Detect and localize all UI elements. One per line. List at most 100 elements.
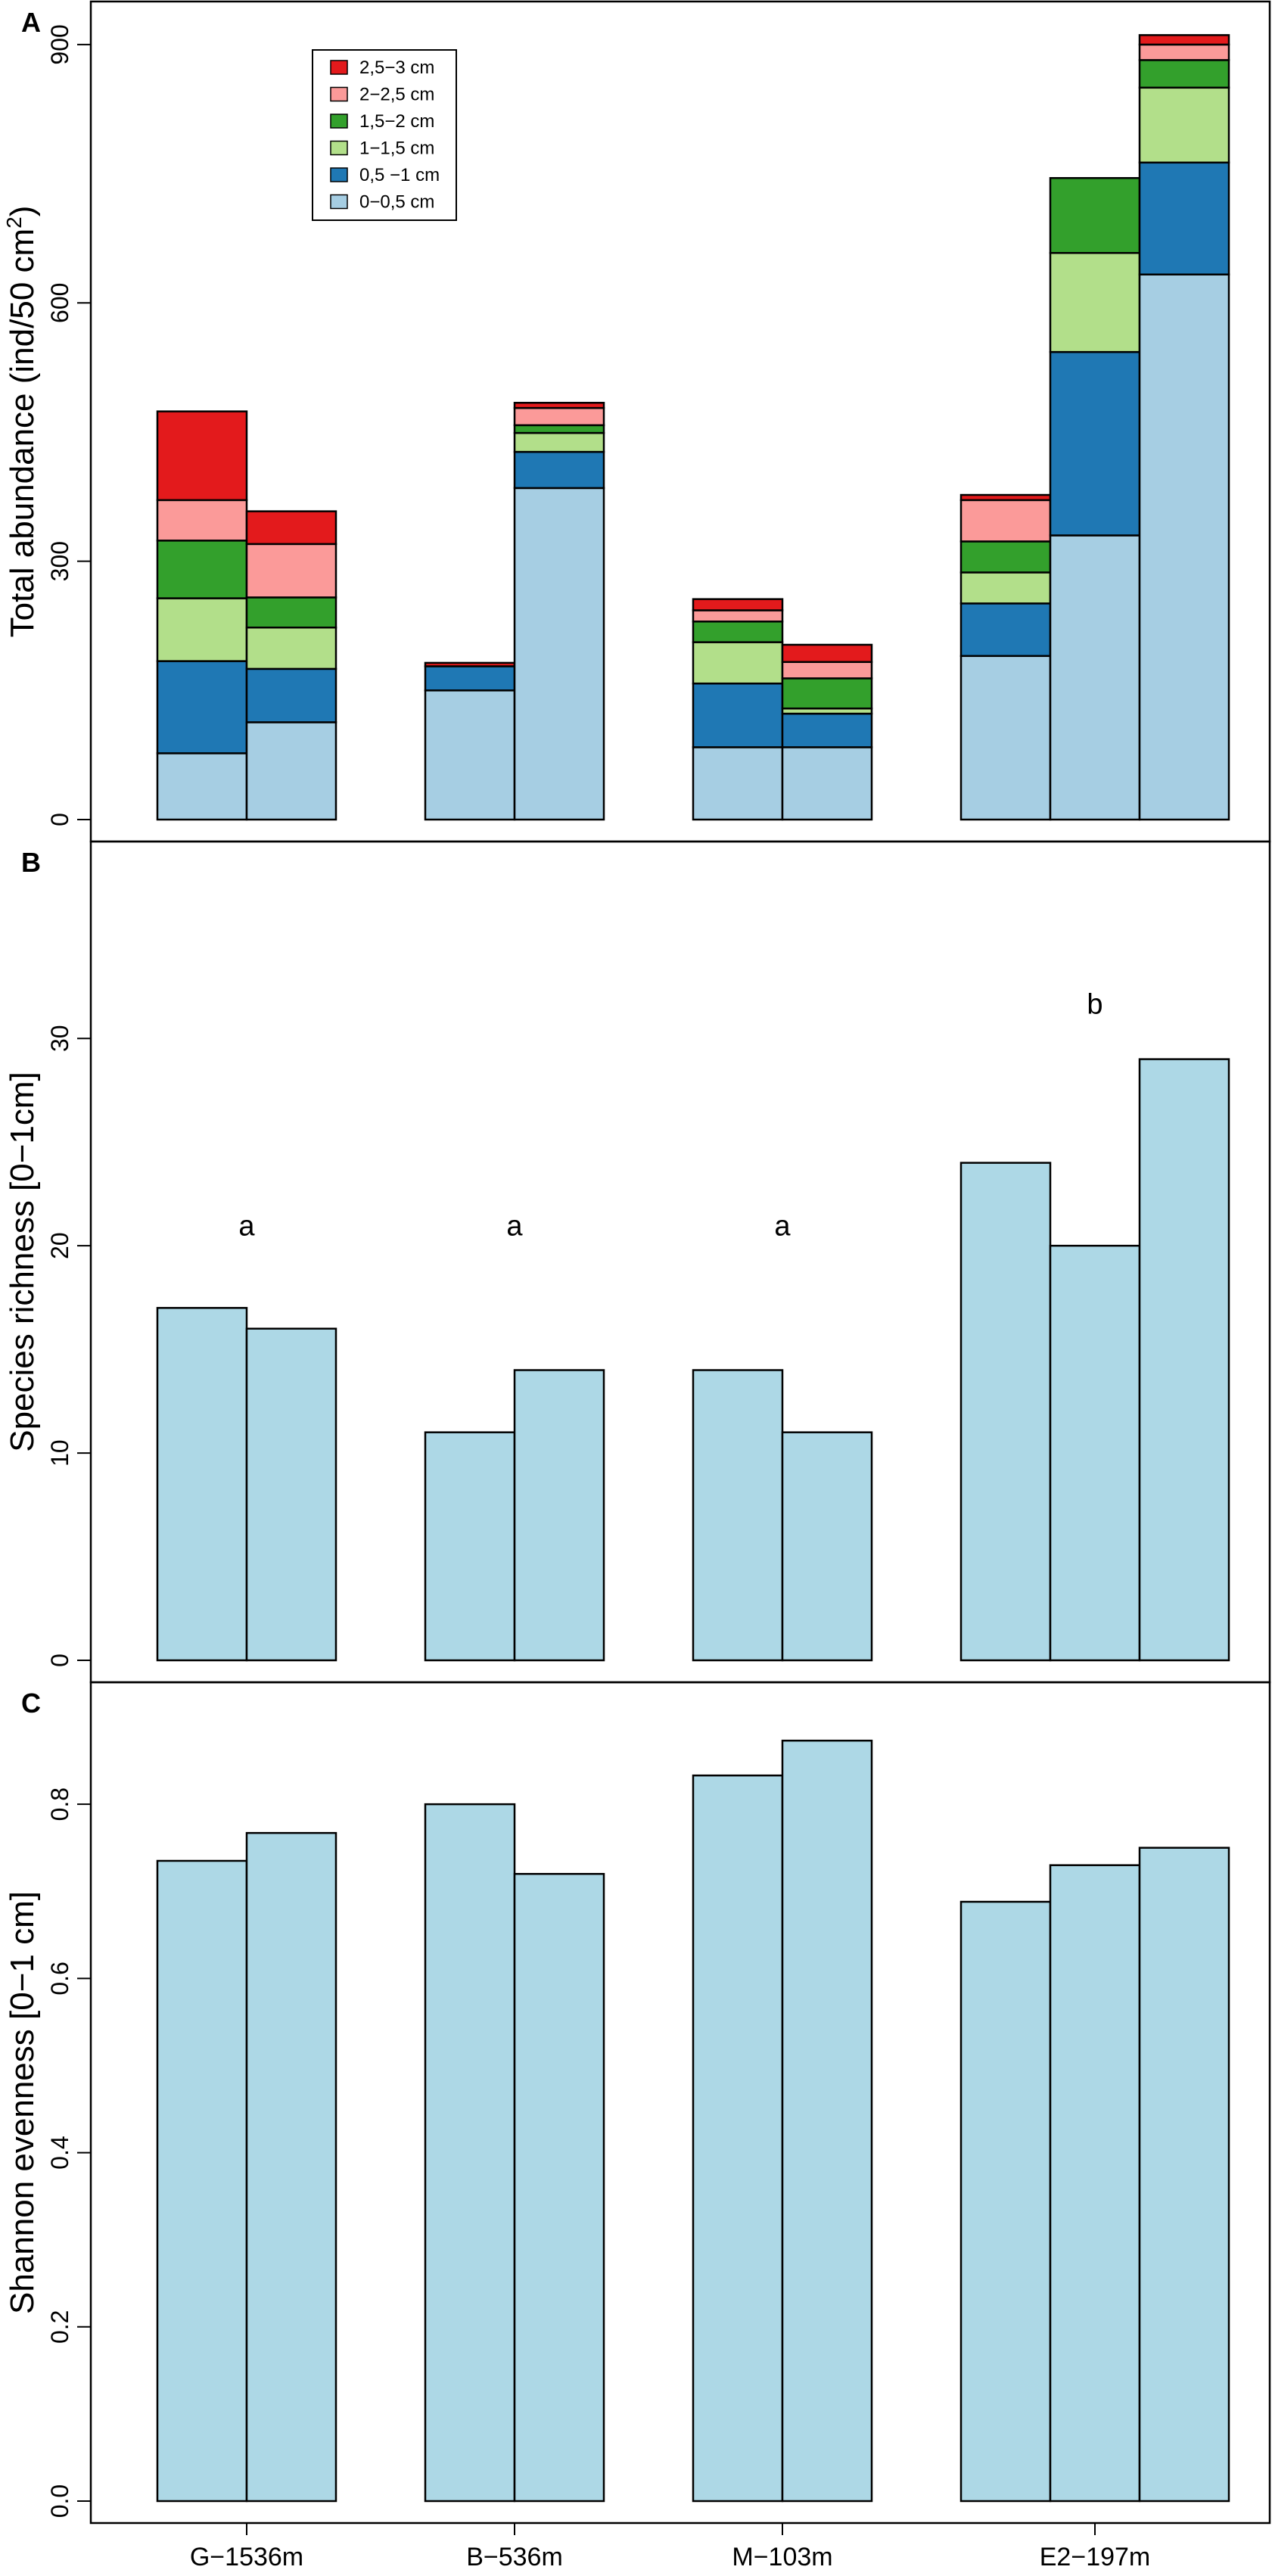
- y-tick-label: 0.6: [46, 1962, 73, 1995]
- bar-segment-1-1,5: [513, 431, 605, 453]
- y-tick-label: 0: [46, 1654, 73, 1667]
- legend-label: 1,5−2 cm: [359, 111, 434, 132]
- bar-segment-0,5-1: [1049, 350, 1141, 537]
- plot-frame: [89, 1681, 1271, 2525]
- bar-segment-0,5-1: [245, 667, 337, 723]
- bar-segment-2-2,5: [1138, 43, 1230, 61]
- bar-segment-1-1,5: [1049, 252, 1141, 353]
- y-tick-label: 10: [46, 1439, 73, 1467]
- legend-box: [312, 49, 457, 221]
- bar-segment-1,5-2: [245, 596, 337, 629]
- bar: [959, 1900, 1052, 2503]
- bar-segment-0-0,5: [1049, 534, 1141, 821]
- x-group-label: M−103m: [732, 2543, 832, 2571]
- bar-segment-1,5-2: [1049, 177, 1141, 254]
- bar-segment-0,5-1: [781, 712, 873, 748]
- bar-segment-0,5-1: [1138, 161, 1230, 275]
- legend-label: 0,5 −1 cm: [359, 165, 440, 185]
- bar-segment-2-2,5: [156, 499, 248, 542]
- bar-segment-2-2,5: [781, 661, 873, 680]
- bar-segment-2,5-3: [692, 598, 784, 611]
- panel-letter: B: [21, 847, 41, 878]
- bar: [1138, 1058, 1230, 1662]
- y-axis-title: Shannon evenness [0−1 cm]: [4, 1891, 41, 2314]
- y-tick-label: 20: [46, 1232, 73, 1259]
- y-tick-label: 600: [46, 283, 73, 323]
- y-axis-title: Species richness [0−1cm]: [4, 1072, 41, 1452]
- legend-swatch: [330, 140, 348, 156]
- bar-segment-0-0,5: [781, 746, 873, 821]
- bar-segment-1-1,5: [156, 597, 248, 662]
- bar-segment-0-0,5: [692, 746, 784, 821]
- y-tick-label: 0: [46, 813, 73, 826]
- bar: [245, 1327, 337, 1662]
- significance-letter: a: [506, 1210, 523, 1242]
- significance-letter: b: [1087, 988, 1103, 1020]
- bar-segment-2,5-3: [513, 402, 605, 409]
- legend-swatch: [330, 114, 348, 129]
- bar: [424, 1431, 516, 1662]
- bar: [692, 1774, 784, 2503]
- legend-swatch: [330, 167, 348, 182]
- bar-segment-2,5-3: [1138, 34, 1230, 46]
- y-tick-label: 300: [46, 541, 73, 581]
- bar-segment-1-1,5: [245, 626, 337, 670]
- bar-segment-0-0,5: [1138, 273, 1230, 821]
- bar: [424, 1803, 516, 2503]
- bar-segment-1,5-2: [781, 677, 873, 710]
- bar-segment-0,5-1: [156, 660, 248, 754]
- bar-segment-0,5-1: [692, 682, 784, 748]
- panel-letter: A: [21, 7, 41, 38]
- legend-label: 0−0,5 cm: [359, 192, 434, 213]
- bar: [245, 1831, 337, 2503]
- bar-segment-2,5-3: [781, 643, 873, 664]
- y-tick-label: 0.8: [46, 1787, 73, 1821]
- bar: [781, 1739, 873, 2503]
- bar-segment-1,5-2: [1138, 59, 1230, 89]
- panel-evenness: C 0.0 0.2 0.4 0.6 0.8 Shannon evenness [0−1 cm…: [4, 1681, 1271, 2571]
- bar: [1049, 1244, 1141, 1662]
- bar-segment-0-0,5: [424, 689, 516, 821]
- y-tick-label: 900: [46, 24, 73, 64]
- bar-segment-2,5-3: [245, 510, 337, 546]
- bar: [959, 1162, 1052, 1662]
- bar-segment-2-2,5: [245, 543, 337, 599]
- significance-letter: a: [238, 1210, 255, 1242]
- bar-segment-0,5-1: [959, 602, 1052, 658]
- x-group-label: G−1536m: [190, 2543, 303, 2571]
- y-tick-label: 30: [46, 1025, 73, 1052]
- y-tick-label: 0.0: [46, 2484, 73, 2518]
- bar-segment-2,5-3: [959, 493, 1052, 502]
- bar: [156, 1859, 248, 2503]
- bar-segment-1-1,5: [692, 641, 784, 685]
- bar-segment-2-2,5: [959, 499, 1052, 543]
- bar: [781, 1431, 873, 1662]
- bar-segment-0-0,5: [156, 752, 248, 821]
- panel-letter: C: [21, 1688, 41, 1719]
- bar-segment-1,5-2: [959, 540, 1052, 574]
- bar-segment-0-0,5: [959, 655, 1052, 821]
- bar-segment-0-0,5: [513, 487, 605, 821]
- y-tick-label: 0.4: [46, 2136, 73, 2169]
- legend-swatch: [330, 194, 348, 210]
- bar-segment-2,5-3: [424, 661, 516, 667]
- bar: [1049, 1864, 1141, 2503]
- bar-segment-1-1,5: [959, 571, 1052, 605]
- panel-abundance: A 0 300 600 900 Total abundance (ind/50 cm2) 2…: [2, 0, 1271, 843]
- bar: [692, 1369, 784, 1662]
- bar: [513, 1872, 605, 2503]
- x-group-label: B−536m: [466, 2543, 563, 2571]
- legend-swatch: [330, 86, 348, 102]
- bar: [513, 1369, 605, 1662]
- bar-segment-1,5-2: [156, 540, 248, 599]
- bar-segment-1,5-2: [513, 424, 605, 434]
- x-group-label: E2−197m: [1040, 2543, 1151, 2571]
- bar-segment-0-0,5: [245, 721, 337, 821]
- significance-letter: a: [774, 1210, 791, 1242]
- bar-segment-2-2,5: [692, 609, 784, 623]
- bar-segment-1-1,5: [1138, 86, 1230, 164]
- legend-label: 1−1,5 cm: [359, 138, 434, 159]
- y-axis-title: Total abundance (ind/50 cm2): [2, 206, 41, 638]
- bar: [156, 1307, 248, 1662]
